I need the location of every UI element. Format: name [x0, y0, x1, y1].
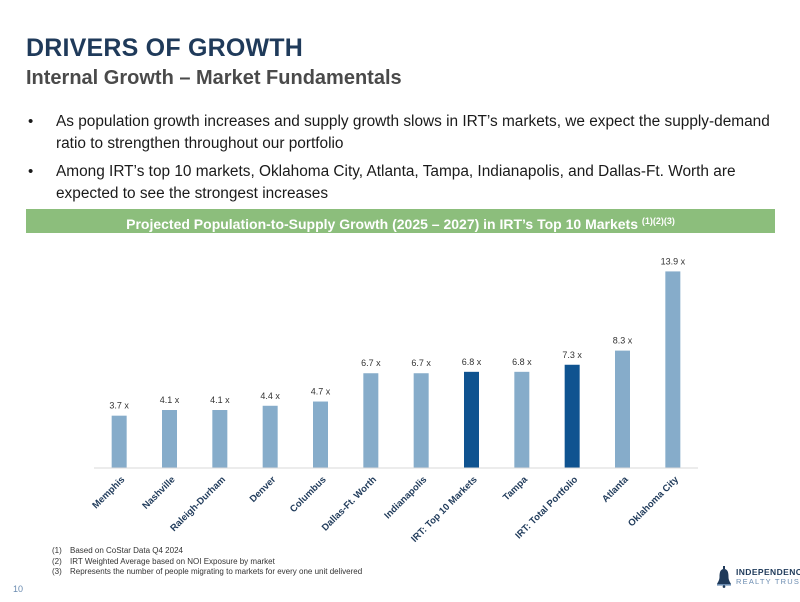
- category-label-0: Memphis: [90, 474, 127, 511]
- category-label-5: Dallas-Ft. Worth: [320, 474, 379, 533]
- bullet-text: As population growth increases and suppl…: [56, 113, 770, 152]
- data-label-0: 3.7 x: [109, 401, 129, 411]
- footnote: (2) IRT Weighted Average based on NOI Ex…: [52, 557, 362, 568]
- page-subtitle: Internal Growth – Market Fundamentals: [26, 67, 402, 89]
- footnotes: (1) Based on CoStar Data Q4 2024 (2) IRT…: [52, 546, 362, 578]
- chart-banner: Projected Population-to-Supply Growth (2…: [26, 209, 775, 233]
- data-label-7: 6.8 x: [462, 357, 482, 367]
- company-logo: INDEPENDENCE REALTY TRUST: [716, 566, 800, 588]
- data-label-9: 7.3 x: [562, 350, 582, 360]
- footnote-text: IRT Weighted Average based on NOI Exposu…: [70, 556, 275, 566]
- logo-line-1: INDEPENDENCE: [736, 567, 800, 577]
- footnote: (1) Based on CoStar Data Q4 2024: [52, 546, 362, 557]
- category-label-11: Oklahoma City: [626, 474, 681, 529]
- bullet-text: Among IRT’s top 10 markets, Oklahoma Cit…: [56, 163, 736, 202]
- page-title: DRIVERS OF GROWTH: [26, 34, 304, 62]
- category-label-2: Raleigh-Durham: [168, 474, 228, 534]
- chart-banner-text: Projected Population-to-Supply Growth (2…: [126, 216, 642, 232]
- category-label-4: Columbus: [288, 474, 329, 515]
- footnote-text: Based on CoStar Data Q4 2024: [70, 546, 183, 555]
- chart-banner-footnote-refs: (1)(2)(3): [641, 216, 675, 226]
- data-label-10: 8.3 x: [613, 336, 633, 346]
- footnote-number: (3): [52, 567, 62, 576]
- category-label-3: Denver: [248, 474, 279, 505]
- data-label-1: 4.1 x: [160, 395, 180, 405]
- bar-11: [665, 271, 681, 468]
- bar-6: [413, 373, 429, 468]
- bars-layer: 3.7 x Memphis 4.1 x Nashville 4.1 x Raleigh-D…: [90, 256, 685, 544]
- data-label-3: 4.4 x: [260, 391, 280, 401]
- logo-line-2: REALTY TRUST: [736, 577, 800, 586]
- bar-4: [313, 401, 328, 468]
- bullet-item: • Among IRT’s top 10 markets, Oklahoma C…: [26, 161, 776, 205]
- data-label-4: 4.7 x: [311, 387, 331, 397]
- bullet-item: • As population growth increases and sup…: [26, 111, 776, 155]
- category-label-1: Nashville: [140, 474, 177, 511]
- bullet-list: • As population growth increases and sup…: [26, 111, 776, 211]
- bar-1: [162, 410, 177, 468]
- bar-2: [212, 410, 228, 468]
- bullet-dot-icon: •: [28, 163, 34, 180]
- bar-10: [615, 350, 630, 468]
- data-label-2: 4.1 x: [210, 395, 230, 405]
- bar-0: [111, 415, 127, 468]
- bar-8: [514, 371, 530, 468]
- data-label-5: 6.7 x: [361, 358, 381, 368]
- footnote: (3) Represents the number of people migr…: [52, 567, 362, 578]
- liberty-bell-icon: [717, 566, 731, 588]
- bar-9: [564, 364, 580, 468]
- bar-chart: 3.7 x Memphis 4.1 x Nashville 4.1 x Raleigh-D…: [90, 256, 698, 545]
- data-label-11: 13.9 x: [661, 256, 686, 266]
- footnote-number: (2): [52, 556, 62, 566]
- data-label-6: 6.7 x: [411, 358, 431, 368]
- footnote-number: (1): [52, 546, 62, 555]
- page-number: 10: [13, 584, 24, 594]
- category-label-10: Atlanta: [600, 474, 631, 505]
- category-label-8: Tampa: [501, 474, 530, 503]
- logo-text: INDEPENDENCE REALTY TRUST: [736, 567, 800, 587]
- bar-3: [262, 405, 278, 468]
- data-label-8: 6.8 x: [512, 357, 532, 367]
- category-label-6: Indianapolis: [382, 474, 429, 521]
- bullet-dot-icon: •: [28, 113, 34, 130]
- bar-5: [363, 373, 379, 468]
- footnote-text: Represents the number of people migratin…: [70, 567, 363, 576]
- bar-7: [464, 371, 479, 468]
